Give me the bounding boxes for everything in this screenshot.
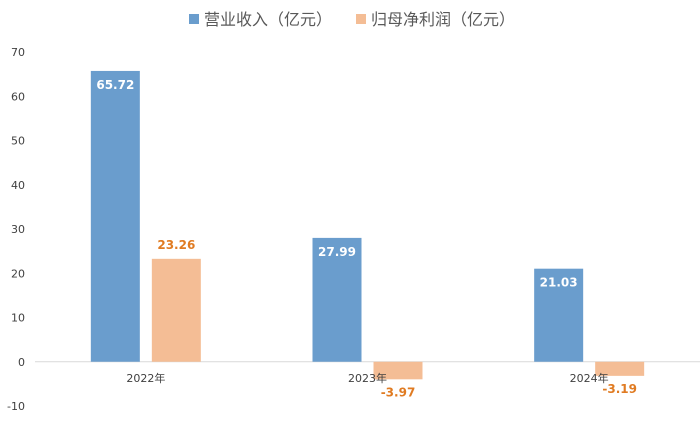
legend-swatch-revenue — [189, 14, 199, 24]
category-label: 2022年 — [126, 371, 165, 385]
bar-profit-2023年 — [373, 361, 423, 380]
y-tick-label: 10 — [11, 312, 25, 325]
bar-revenue-2024年 — [534, 268, 584, 362]
value-label: -3.97 — [381, 385, 416, 399]
category-label: 2023年 — [348, 371, 387, 385]
value-labels: 65.72 23.26 27.99 -3.97 21.03 -3.19 — [96, 78, 637, 399]
bar-revenue-2023年 — [312, 237, 362, 362]
y-tick-label: 70 — [11, 46, 25, 59]
category-labels: 2022年 2023年 2024年 — [126, 371, 608, 385]
legend-label-revenue: 营业收入（亿元） — [204, 10, 332, 29]
value-label: 23.26 — [157, 238, 195, 252]
y-tick-label: 50 — [11, 135, 25, 148]
legend: 营业收入（亿元） 归母净利润（亿元） — [189, 10, 515, 29]
y-tick-label: 0 — [18, 356, 25, 369]
bar-profit-2022年 — [151, 258, 201, 362]
bar-revenue-2022年 — [90, 70, 140, 362]
y-tick-label: -10 — [7, 400, 25, 413]
bars-group — [90, 70, 645, 380]
value-label: 27.99 — [318, 245, 356, 259]
y-axis-ticks: 70 60 50 40 30 20 10 0 -10 — [7, 46, 25, 413]
value-label: 65.72 — [96, 78, 134, 92]
category-label: 2024年 — [570, 371, 609, 385]
value-label: -3.19 — [602, 382, 637, 396]
y-tick-label: 40 — [11, 179, 25, 192]
y-tick-label: 60 — [11, 90, 25, 103]
bar-profit-2024年 — [595, 361, 645, 376]
value-label: 21.03 — [540, 276, 578, 290]
legend-swatch-profit — [356, 14, 366, 24]
legend-label-profit: 归母净利润（亿元） — [371, 10, 515, 29]
y-tick-label: 30 — [11, 223, 25, 236]
y-tick-label: 20 — [11, 267, 25, 280]
